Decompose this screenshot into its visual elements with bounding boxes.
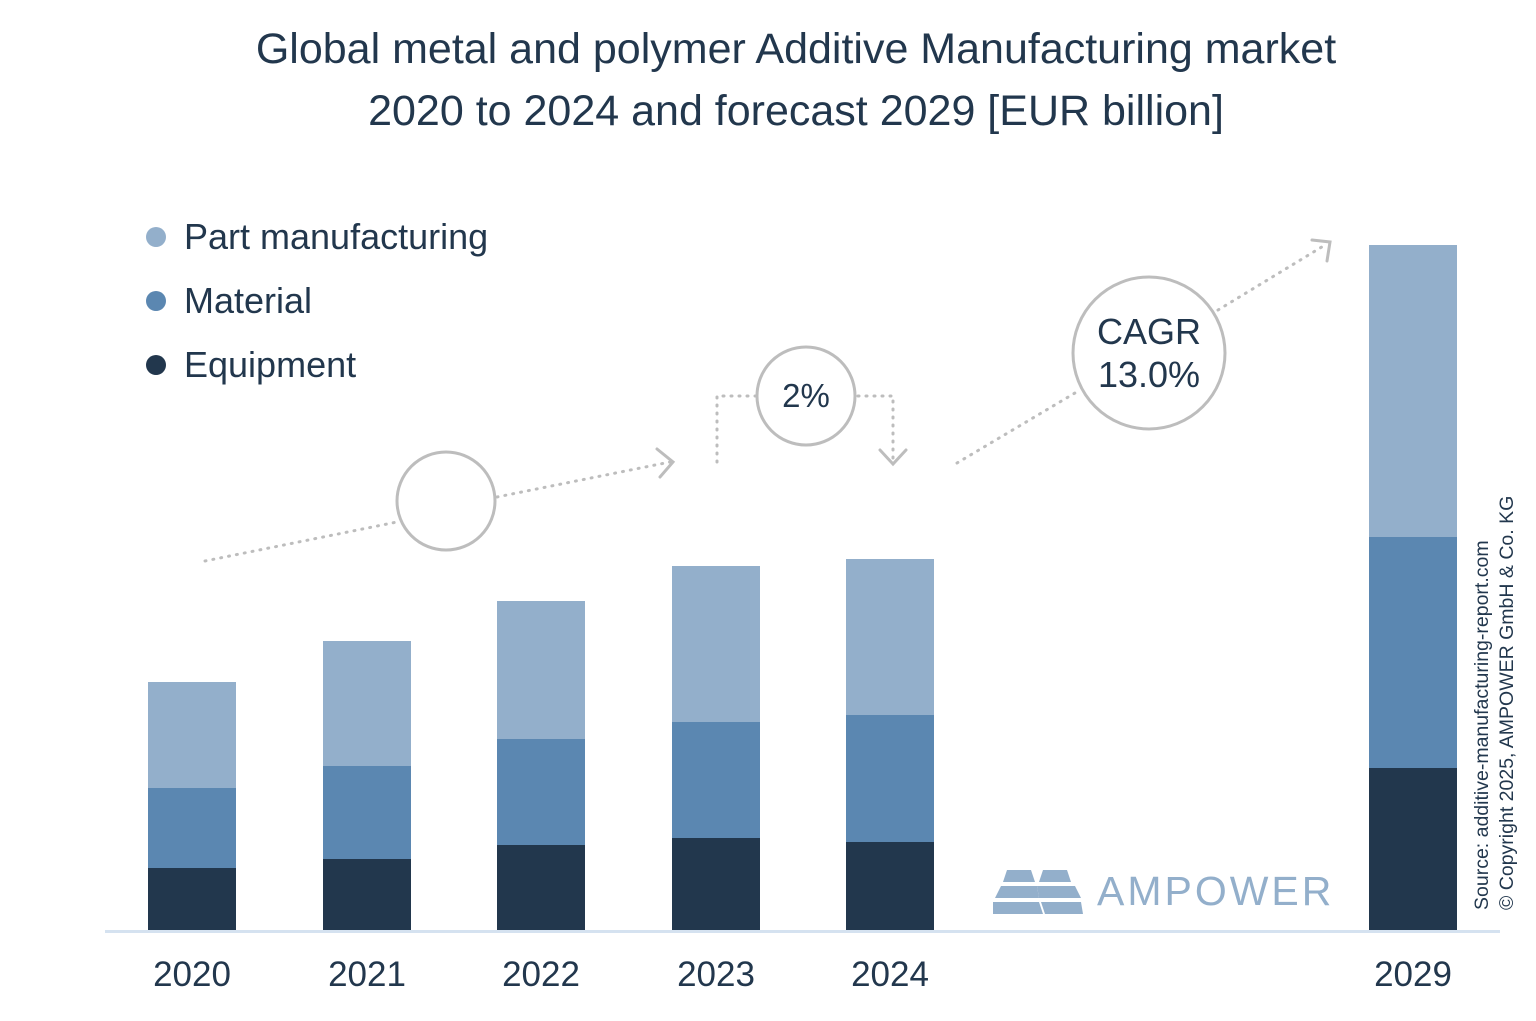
growth-circle-1	[395, 450, 497, 552]
segment-material	[497, 739, 585, 845]
segment-equipment	[323, 859, 411, 930]
x-tick-2022: 2022	[502, 955, 580, 994]
bar-2029	[1369, 245, 1457, 930]
ampower-logo-icon	[993, 869, 1083, 914]
x-tick-2021: 2021	[328, 955, 406, 994]
segment-material	[846, 715, 934, 842]
bar-2020	[148, 682, 236, 930]
source-line: Source: additive-manufacturing-report.co…	[1471, 540, 1493, 910]
segment-equipment	[497, 845, 585, 930]
source-note: Source: additive-manufacturing-report.co…	[1470, 496, 1520, 910]
x-axis-line	[105, 930, 1500, 933]
arrow-head-icon	[655, 447, 676, 479]
dotted-arrow-line	[1216, 243, 1327, 312]
arrow-head-icon	[1310, 238, 1332, 263]
dotted-arrow-line	[495, 460, 672, 499]
segment-equipment	[1369, 768, 1457, 930]
segment-part-manufacturing	[1369, 245, 1457, 537]
legend-dot-icon	[146, 227, 166, 247]
growth-circle-2-label: 2%	[782, 377, 830, 414]
legend-item-equipment: Equipment	[146, 333, 488, 397]
chart-title-line-2: 2020 to 2024 and forecast 2029 [EUR bill…	[368, 87, 1224, 135]
segment-part-manufacturing	[846, 559, 934, 715]
ampower-logo-text: AMPOWER	[1097, 868, 1335, 914]
dotted-arrow-line	[203, 520, 399, 563]
arrow-down-icon	[878, 448, 908, 467]
cagr-circle	[1071, 275, 1227, 431]
copyright-line: © Copyright 2025, AMPOWER GmbH & Co. KG	[1496, 495, 1518, 910]
segment-material	[672, 722, 760, 838]
segment-part-manufacturing	[497, 601, 585, 739]
legend-item-material: Material	[146, 269, 488, 333]
cagr-title: CAGR	[1096, 311, 1201, 352]
x-tick-2023: 2023	[677, 955, 755, 994]
segment-material	[1369, 537, 1457, 768]
dotted-arrow-line	[955, 388, 1082, 465]
dotted-bracket-right	[856, 394, 895, 460]
segment-equipment	[672, 838, 760, 930]
segment-equipment	[846, 842, 934, 930]
segment-part-manufacturing	[148, 682, 236, 788]
x-tick-2024: 2024	[851, 955, 929, 994]
ampower-logo: AMPOWER	[993, 868, 1334, 915]
bar-2022	[497, 601, 585, 930]
chart-title: Global metal and polymer Additive Manufa…	[0, 18, 1536, 142]
legend-item-part-manufacturing: Part manufacturing	[146, 205, 488, 269]
segment-part-manufacturing	[323, 641, 411, 766]
legend: Part manufacturing Material Equipment	[146, 205, 488, 397]
legend-dot-icon	[146, 355, 166, 375]
segment-material	[148, 788, 236, 868]
bar-2021	[323, 641, 411, 930]
growth-circle-2	[755, 345, 857, 447]
dotted-bracket-left	[715, 394, 758, 464]
segment-equipment	[148, 868, 236, 930]
segment-material	[323, 766, 411, 859]
x-tick-2020: 2020	[153, 955, 231, 994]
bar-2024	[846, 559, 934, 930]
legend-label: Part manufacturing	[184, 216, 489, 257]
segment-part-manufacturing	[672, 566, 760, 722]
cagr-value: 13.0%	[1097, 354, 1201, 395]
legend-dot-icon	[146, 291, 166, 311]
chart-title-line-1: Global metal and polymer Additive Manufa…	[255, 25, 1337, 73]
legend-label: Material	[184, 280, 313, 321]
bar-2023	[672, 566, 760, 930]
x-tick-2029: 2029	[1374, 955, 1452, 994]
cagr-label: CAGR 13.0%	[1073, 310, 1225, 396]
legend-label: Equipment	[184, 344, 357, 385]
